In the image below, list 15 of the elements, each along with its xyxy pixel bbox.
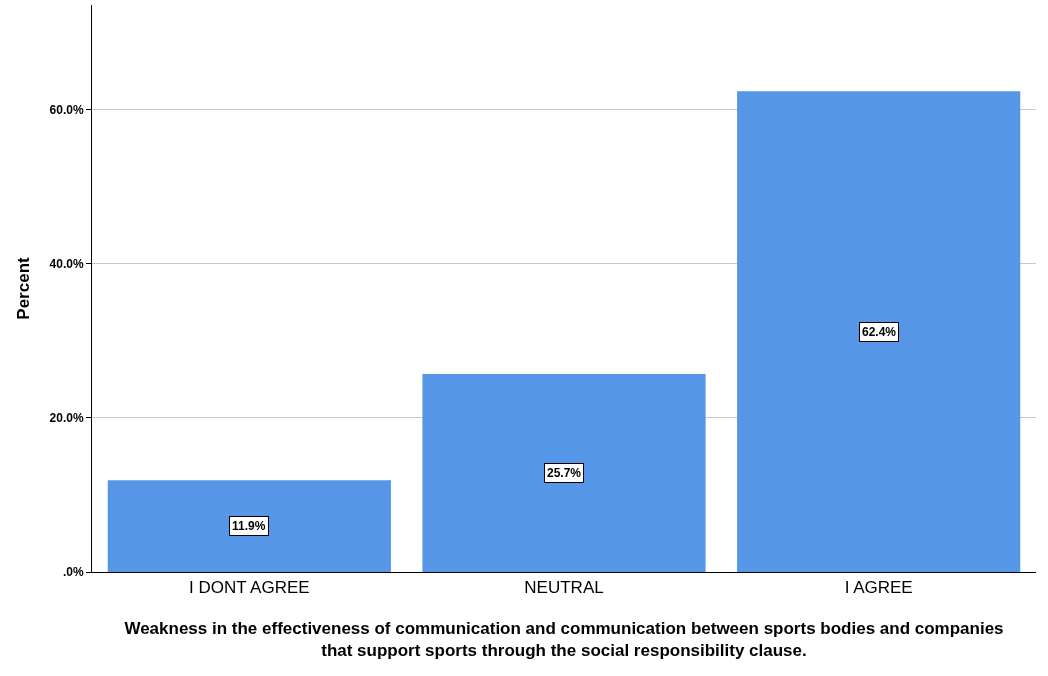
data-label: 11.9% [232, 519, 266, 533]
data-label: 62.4% [862, 325, 897, 339]
data-label: 25.7% [547, 466, 582, 480]
y-tick-label: .0% [62, 565, 84, 580]
bar [422, 374, 706, 572]
y-axis-title: Percent [14, 256, 34, 320]
y-tick-label: 20.0% [49, 411, 84, 426]
bar [737, 91, 1021, 572]
x-tick-label: I AGREE [844, 578, 913, 598]
x-tick-label: I DONT AGREE [189, 578, 310, 598]
x-tick-label: NEUTRAL [524, 578, 604, 598]
x-axis-title: Weakness in the effectiveness of communication and communication between sports bodies and companies that support sports through the social responsibility clause. [124, 618, 1004, 660]
y-tick-label: 60.0% [49, 102, 84, 117]
y-tick-label: 40.0% [49, 257, 84, 272]
bar [107, 480, 391, 572]
